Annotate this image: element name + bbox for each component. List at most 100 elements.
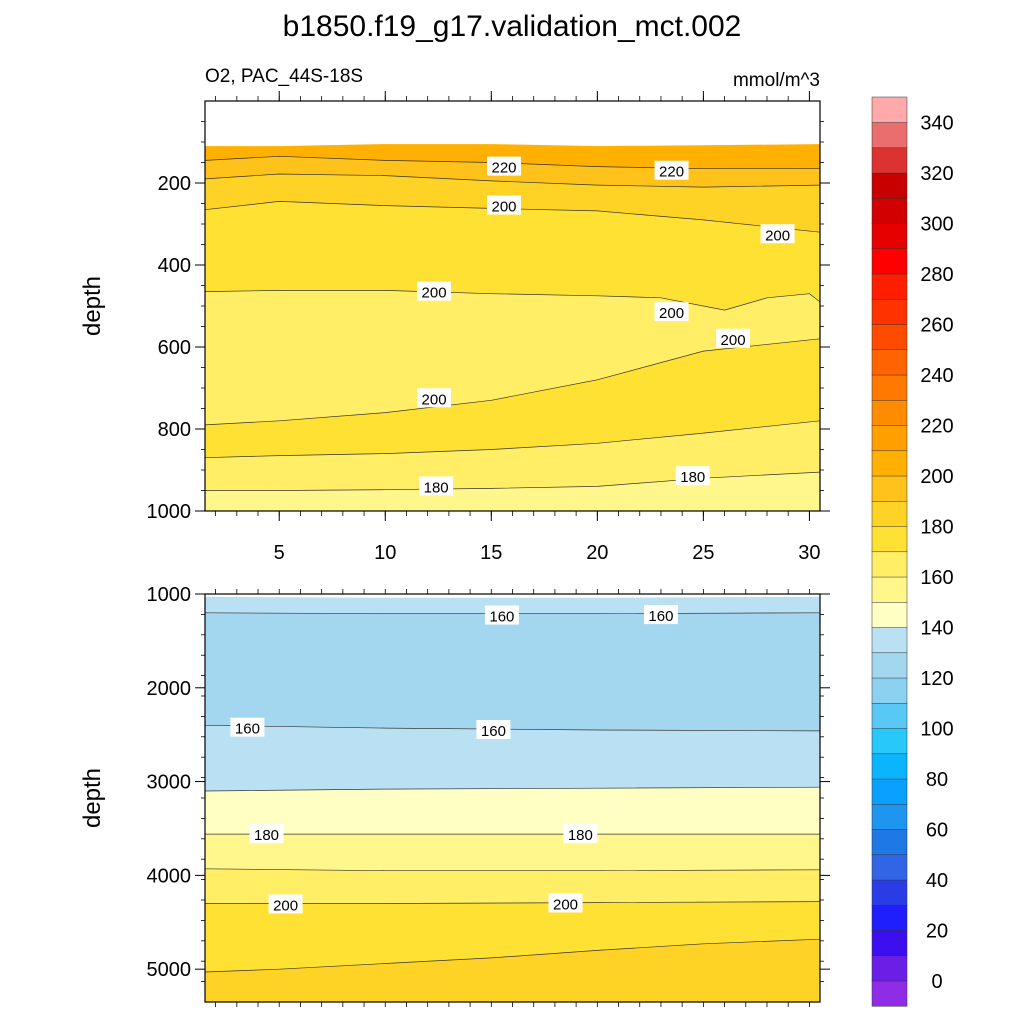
colorbar-swatch	[871, 526, 908, 553]
contour-line	[204, 420, 821, 459]
contour-label-bg	[563, 824, 598, 844]
contour-label: 160	[235, 721, 260, 738]
colorbar-swatch	[871, 627, 908, 654]
contour-label-bg	[643, 605, 678, 625]
colorbar-swatch	[871, 879, 908, 906]
contour-label: 200	[422, 285, 447, 302]
contour-label-bg	[249, 824, 284, 844]
contour-line	[204, 173, 821, 188]
contour-label-bg	[654, 160, 689, 180]
colorbar-swatch	[871, 652, 908, 679]
contour-line	[204, 786, 821, 792]
contour-label-bg	[716, 328, 751, 348]
y-tick-label: 3000	[147, 772, 192, 794]
colorbar-swatch	[871, 576, 908, 603]
colorbar-swatch	[871, 677, 908, 704]
colorbar-swatch	[871, 273, 908, 300]
contour-line	[204, 290, 821, 311]
y-tick-label: 1000	[147, 501, 192, 523]
units-label: mmol/m^3	[733, 70, 820, 91]
contour-line	[204, 938, 821, 973]
contour-label-bg	[417, 281, 452, 301]
y-tick-label: 1000	[147, 584, 192, 606]
contour-label-bg	[487, 195, 522, 215]
y-tick-label: 400	[158, 255, 191, 277]
colorbar-swatch	[871, 324, 908, 351]
colorbar-swatch	[871, 500, 908, 527]
contour-label: 200	[659, 305, 684, 322]
y-tick-label: 200	[158, 173, 191, 195]
colorbar-label: 20	[926, 920, 948, 942]
colorbar-label: 80	[926, 769, 948, 791]
colorbar-swatch	[871, 778, 908, 805]
x-tick-label: 5	[274, 542, 285, 564]
contour-label-bg	[760, 224, 795, 244]
colorbar-label: 280	[920, 264, 953, 286]
colorbar-label: 260	[920, 314, 953, 336]
contour-label-bg	[548, 893, 583, 913]
contour-band	[205, 472, 820, 511]
y-axis-label: depth	[79, 276, 106, 336]
colorbar-swatch	[871, 248, 908, 275]
colorbar-swatch	[871, 349, 908, 376]
contour-label: 200	[422, 391, 447, 408]
colorbar-label: 0	[931, 971, 942, 993]
x-tick-label: 10	[374, 542, 396, 564]
contour-label-bg	[417, 388, 452, 408]
colorbar-label: 320	[920, 163, 953, 185]
contour-label: 160	[489, 609, 514, 626]
contour-line	[204, 338, 821, 426]
colorbar-swatch	[871, 955, 908, 982]
colorbar-swatch	[871, 551, 908, 578]
contour-label: 200	[721, 332, 746, 349]
variable-region-label: O2, PAC_44S-18S	[205, 66, 363, 87]
contour-label: 200	[273, 897, 298, 914]
colorbar-swatch	[871, 122, 908, 149]
x-tick-label: 30	[798, 542, 820, 564]
colorbar-swatch	[871, 298, 908, 325]
colorbar-swatch	[871, 197, 908, 224]
colorbar: 0 20 40 60 80 100 120 140 160 180 200 220 240 260 280 3…	[871, 96, 954, 1007]
contour-label: 220	[659, 164, 684, 181]
y-tick-label: 2000	[147, 678, 192, 700]
colorbar-swatch	[871, 728, 908, 755]
contour-label-bg	[230, 717, 265, 737]
colorbar-swatch	[871, 450, 908, 477]
colorbar-swatch	[871, 702, 908, 729]
colorbar-swatch	[871, 96, 908, 123]
contour-label: 160	[648, 608, 673, 625]
contour-label-bg	[487, 156, 522, 176]
colorbar-swatch	[871, 854, 908, 881]
colorbar-label: 40	[926, 870, 948, 892]
contour-label: 180	[424, 479, 449, 496]
colorbar-swatch	[871, 829, 908, 856]
contour-label-bg	[484, 605, 519, 625]
contour-line	[204, 868, 821, 872]
contour-label-bg	[268, 894, 303, 914]
x-tick-label: 15	[480, 542, 502, 564]
lower-panel: 160 160 160 160 180 180 200 200 1000 2000 3000 4000…	[79, 584, 830, 1007]
x-tick-label: 20	[586, 542, 608, 564]
colorbar-label: 100	[920, 718, 953, 740]
upper-panel: 220 220 200 200 200 200 200 200 180 180 200 400 600 8…	[79, 91, 830, 564]
colorbar-label: 120	[920, 668, 953, 690]
colorbar-label: 340	[920, 112, 953, 134]
colorbar-swatch	[871, 147, 908, 174]
colorbar-label: 140	[920, 617, 953, 639]
colorbar-swatch	[871, 601, 908, 628]
contour-label: 200	[492, 199, 517, 216]
colorbar-swatch	[871, 803, 908, 830]
contour-label: 180	[680, 469, 705, 486]
x-tick-label: 25	[692, 542, 714, 564]
contour-label: 160	[481, 723, 506, 740]
colorbar-label: 200	[920, 466, 953, 488]
colorbar-label: 240	[920, 365, 953, 387]
contour-label: 180	[568, 827, 593, 844]
chart-title: b1850.f19_g17.validation_mct.002	[283, 10, 742, 43]
colorbar-swatch	[871, 475, 908, 502]
colorbar-swatch	[871, 172, 908, 199]
colorbar-swatch	[871, 753, 908, 780]
colorbar-label: 160	[920, 567, 953, 589]
y-tick-label: 800	[158, 419, 191, 441]
